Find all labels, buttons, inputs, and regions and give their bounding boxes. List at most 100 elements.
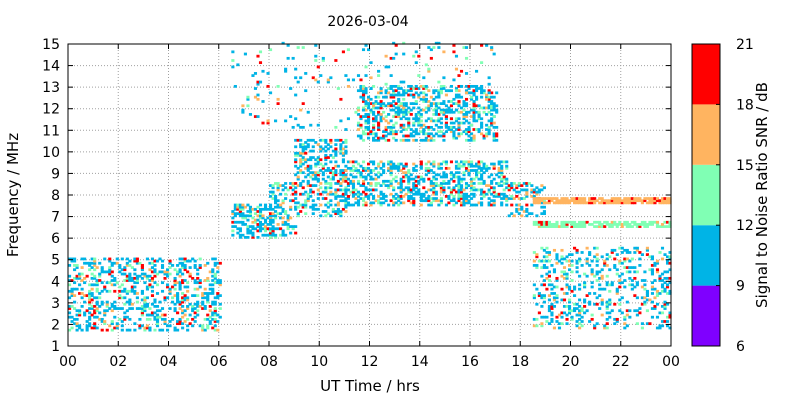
snr-cell <box>545 251 549 254</box>
snr-cell <box>442 186 446 190</box>
snr-cell <box>668 268 672 272</box>
snr-cell <box>153 311 157 315</box>
snr-cell <box>271 184 275 187</box>
snr-cell <box>487 203 491 207</box>
snr-cell <box>570 289 574 293</box>
snr-cell <box>80 266 84 269</box>
snr-cell <box>100 281 104 285</box>
snr-cell <box>291 227 295 231</box>
snr-cell <box>181 279 185 282</box>
snr-cell <box>379 106 383 110</box>
snr-cell <box>291 199 295 203</box>
snr-cell <box>610 199 614 203</box>
snr-cell <box>165 296 170 300</box>
snr-cell <box>135 261 139 265</box>
snr-cell <box>276 199 280 203</box>
snr-cell <box>143 305 147 308</box>
snr-cell <box>364 169 368 172</box>
snr-cell <box>454 166 459 170</box>
snr-cell <box>294 231 298 235</box>
snr-cell <box>68 315 72 319</box>
snr-cell <box>567 309 572 313</box>
snr-cell <box>231 225 235 228</box>
snr-cell <box>90 305 94 308</box>
snr-cell <box>324 145 328 149</box>
snr-cell <box>638 264 642 267</box>
y-tick-label: 14 <box>42 59 60 75</box>
snr-cell <box>608 268 612 272</box>
snr-cell <box>155 324 160 328</box>
snr-cell <box>505 203 509 207</box>
snr-cell <box>118 289 122 293</box>
snr-cell <box>482 179 486 183</box>
snr-cell <box>595 199 599 203</box>
snr-cell <box>70 259 74 263</box>
snr-cell <box>326 205 330 209</box>
snr-cell <box>399 197 403 200</box>
colorbar-tick-label: 15 <box>736 158 754 174</box>
snr-cell <box>359 95 363 99</box>
snr-cell <box>299 138 303 142</box>
snr-cell <box>356 162 361 166</box>
snr-cell <box>628 259 632 263</box>
snr-cell <box>128 298 132 302</box>
snr-cell <box>482 110 486 114</box>
snr-cell <box>213 257 217 261</box>
snr-cell <box>442 102 446 105</box>
snr-cell <box>477 160 481 164</box>
snr-cell <box>354 169 358 172</box>
snr-cell <box>135 259 139 263</box>
snr-cell <box>399 93 403 97</box>
snr-cell <box>650 255 655 259</box>
snr-cell <box>369 87 373 90</box>
snr-cell <box>314 171 318 175</box>
snr-cell <box>173 268 177 272</box>
snr-cell <box>73 264 77 267</box>
snr-cell <box>326 169 330 172</box>
snr-cell <box>346 166 350 170</box>
snr-cell <box>409 201 413 205</box>
snr-cell <box>402 106 406 110</box>
snr-cell <box>620 281 624 285</box>
snr-cell <box>253 218 258 222</box>
snr-cell <box>165 283 170 287</box>
snr-cell <box>231 212 235 216</box>
snr-cell <box>372 110 376 114</box>
snr-cell <box>168 320 172 323</box>
snr-cell <box>319 74 323 77</box>
snr-cell <box>610 283 614 287</box>
snr-cell <box>73 257 77 261</box>
snr-cell <box>593 220 597 224</box>
snr-cell <box>452 175 456 179</box>
snr-cell <box>560 322 564 326</box>
snr-cell <box>379 87 383 90</box>
snr-cell <box>269 223 273 226</box>
snr-cell <box>334 197 338 200</box>
snr-cell <box>432 113 436 116</box>
snr-cell <box>211 283 215 287</box>
snr-cell <box>103 285 107 289</box>
snr-cell <box>364 177 368 181</box>
snr-cell <box>419 195 423 198</box>
snr-cell <box>108 272 112 276</box>
snr-cell <box>650 220 655 224</box>
snr-cell <box>457 192 461 196</box>
snr-cell <box>294 76 298 80</box>
snr-cell <box>515 207 519 211</box>
snr-cell <box>407 190 411 194</box>
snr-cell <box>567 285 572 289</box>
snr-cell <box>394 106 398 110</box>
snr-cell <box>382 192 386 196</box>
snr-cell <box>196 294 200 297</box>
snr-cell <box>384 115 388 118</box>
snr-cell <box>83 294 87 297</box>
snr-cell <box>480 182 484 185</box>
snr-cell <box>409 190 413 194</box>
colorbar-tick-label: 18 <box>736 97 754 113</box>
snr-cell <box>188 266 192 269</box>
snr-cell <box>125 309 129 313</box>
snr-cell <box>452 195 456 198</box>
x-tick-label: 10 <box>310 354 328 370</box>
snr-cell <box>490 173 494 177</box>
snr-cell <box>424 197 428 200</box>
